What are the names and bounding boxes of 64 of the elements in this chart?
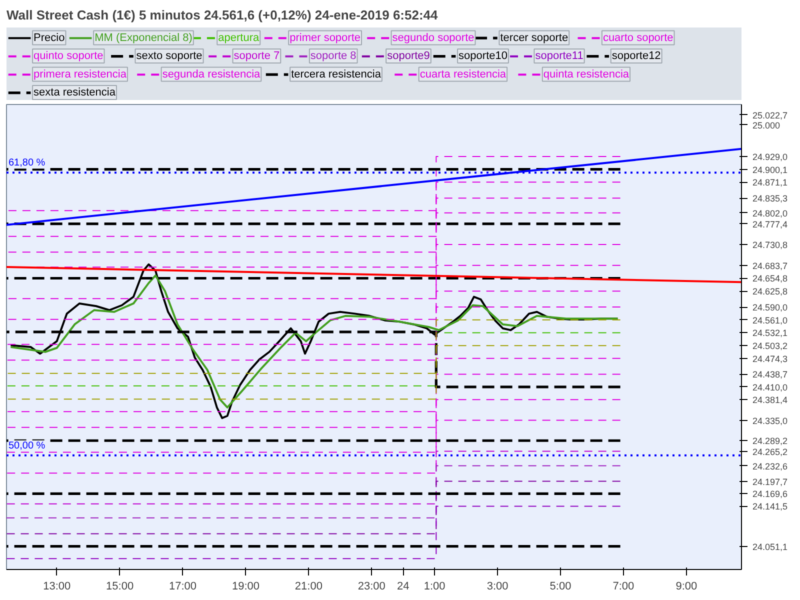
x-tick-label: 7:00: [612, 580, 634, 592]
y-tick-label: 24.532,1: [752, 328, 788, 338]
y-tick-label: 24.474,3: [752, 354, 788, 364]
annotation: 50,00 %: [8, 440, 46, 452]
y-tick-label: 24.871,1: [752, 178, 788, 188]
legend-label: sexto soporte: [136, 50, 202, 62]
annotation: 61,80 %: [8, 158, 46, 169]
y-tick-label: 24.777,4: [752, 219, 788, 230]
y-tick-label: 25.022,7: [752, 110, 788, 120]
legend-label: Precio: [34, 32, 65, 44]
y-tick-label: 24.410,0: [752, 382, 788, 392]
legend-label: segundo soporte: [392, 32, 474, 44]
legend-label: soporte10: [458, 50, 508, 62]
y-tick-label: 24.730,8: [752, 240, 788, 250]
x-tick-label: 24: [397, 580, 410, 592]
y-tick-label: 24.232,6: [752, 461, 788, 472]
legend-label: soporte11: [535, 50, 584, 62]
x-tick-label: 21:00: [294, 580, 322, 592]
x-tick-label: 17:00: [169, 580, 197, 592]
legend-label: MM (Exponencial 8): [94, 32, 192, 44]
y-tick-label: 24.265,2: [752, 446, 788, 457]
x-tick-label: 5:00: [550, 580, 572, 592]
y-tick-label: 24.197,7: [752, 476, 788, 487]
legend-label: primer soporte: [290, 32, 361, 44]
legend-label: apertura: [218, 32, 260, 44]
x-tick-label: 9:00: [676, 580, 698, 592]
legend-label: tercer soporte: [500, 32, 568, 44]
x-tick-label: 3:00: [486, 580, 508, 592]
x-tick-label: 13:00: [43, 580, 71, 592]
legend-label: soporte 8: [310, 50, 356, 62]
legend-label: quinta resistencia: [543, 68, 630, 80]
y-tick-label: 24.503,2: [752, 341, 788, 352]
legend-label: soporte12: [612, 50, 661, 62]
legend-label: cuarto soporte: [602, 32, 674, 44]
y-tick-label: 25.000: [752, 120, 780, 130]
y-tick-label: 24.335,0: [752, 416, 788, 426]
legend-label: primera resistencia: [34, 68, 128, 80]
y-tick-label: 24.654,8: [752, 274, 788, 284]
y-tick-label: 24.835,3: [752, 194, 788, 204]
y-tick-label: 24.590,0: [752, 302, 788, 313]
x-tick-label: 1:00: [424, 580, 446, 592]
x-tick-label: 19:00: [232, 580, 260, 592]
legend-label: tercera resistencia: [291, 68, 382, 80]
y-tick-label: 24.561,0: [752, 315, 788, 326]
y-tick-label: 24.381,4: [752, 395, 788, 406]
y-tick-label: 24.051,1: [752, 542, 788, 552]
legend-label: segunda resistencia: [162, 68, 262, 80]
legend-label: cuarta resistencia: [420, 68, 507, 80]
y-tick-label: 24.169,6: [752, 489, 788, 500]
legend-label: soporte9: [387, 50, 430, 62]
x-tick-label: 23:00: [358, 580, 386, 592]
y-tick-label: 24.929,0: [752, 152, 788, 162]
y-tick-label: 24.683,7: [752, 260, 788, 271]
y-tick-label: 24.900,1: [752, 164, 788, 175]
y-tick-label: 24.141,5: [752, 502, 788, 512]
x-tick-label: 15:00: [106, 580, 134, 592]
legend-label: sexta resistencia: [34, 86, 116, 99]
y-tick-label: 24.438,7: [752, 370, 788, 380]
y-tick-label: 24.625,8: [752, 286, 788, 297]
chart-title: Wall Street Cash (1€) 5 minutos 24.561,6 (+0,12%) 24-ene-2019 6:52:44: [6, 8, 439, 22]
legend-label: quinto soporte: [34, 50, 104, 62]
legend-label: soporte 7: [234, 50, 280, 62]
y-tick-label: 24.289,2: [752, 436, 788, 446]
y-tick-label: 24.802,0: [752, 208, 788, 218]
